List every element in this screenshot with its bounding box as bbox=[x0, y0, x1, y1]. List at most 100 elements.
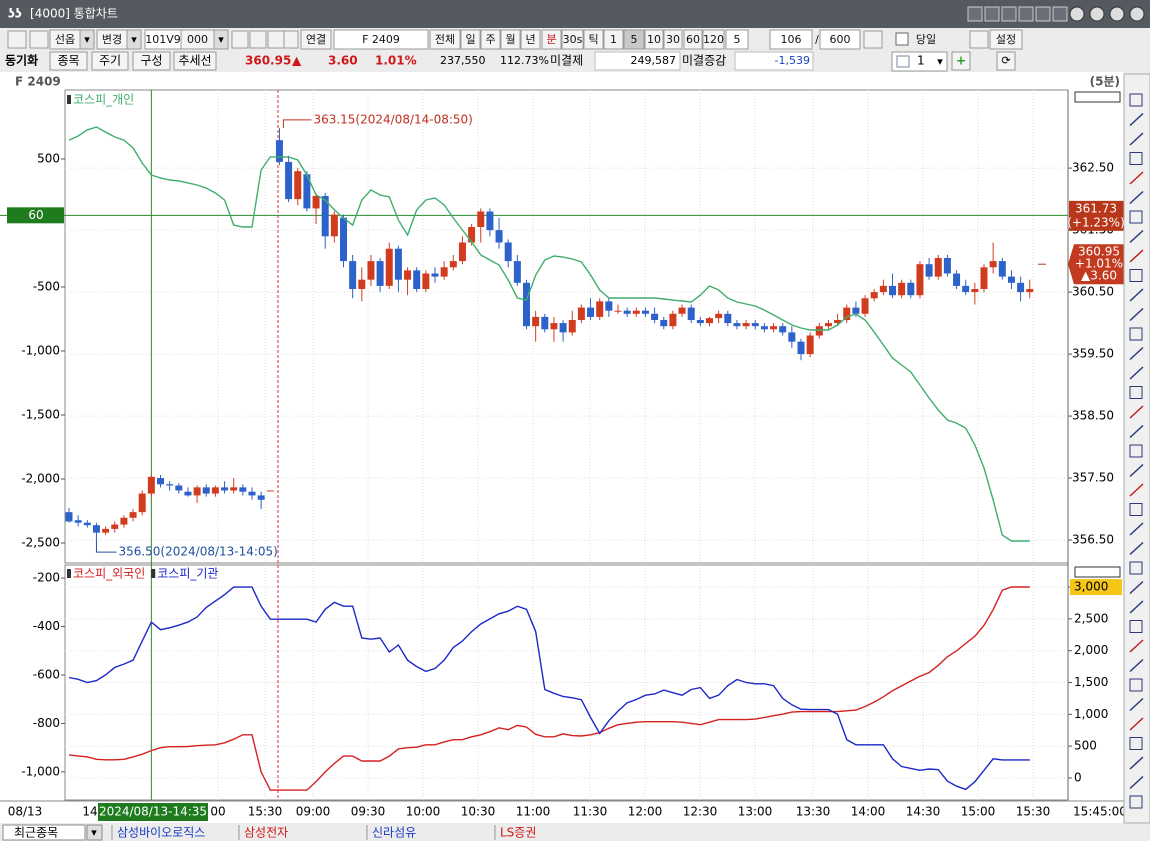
toolbar-button[interactable] bbox=[683, 29, 703, 50]
quote-button[interactable] bbox=[173, 51, 217, 71]
toolbar-button[interactable] bbox=[702, 29, 725, 50]
quote-button[interactable] bbox=[49, 51, 88, 71]
tab[interactable]: 삼성전자 bbox=[244, 826, 288, 840]
draw-tool[interactable] bbox=[1129, 658, 1144, 673]
toolbar-button[interactable] bbox=[989, 29, 1023, 50]
draw-tool[interactable] bbox=[1129, 444, 1143, 458]
candle-body bbox=[806, 335, 814, 355]
draw-tool[interactable] bbox=[1129, 327, 1143, 341]
candle-body bbox=[815, 326, 823, 336]
toolbar-button[interactable] bbox=[769, 29, 813, 50]
time-label: 15:00 bbox=[961, 805, 996, 819]
draw-tool[interactable] bbox=[1129, 93, 1143, 107]
draw-tool[interactable] bbox=[1129, 561, 1143, 575]
toolbar-button[interactable] bbox=[561, 29, 584, 50]
draw-tool[interactable] bbox=[1129, 288, 1144, 302]
window-buttons[interactable] bbox=[967, 6, 1145, 22]
tool-icon[interactable] bbox=[29, 30, 49, 49]
draw-tool[interactable] bbox=[1129, 229, 1144, 244]
window-button[interactable] bbox=[1018, 6, 1034, 22]
draw-tool[interactable] bbox=[1129, 424, 1144, 439]
candle-body bbox=[321, 196, 329, 237]
draw-tool[interactable] bbox=[1129, 737, 1143, 750]
toolbar-button[interactable] bbox=[725, 29, 749, 50]
draw-tool[interactable] bbox=[1129, 269, 1143, 282]
draw-tool[interactable] bbox=[1129, 132, 1144, 146]
draw-tool[interactable] bbox=[1129, 775, 1144, 790]
tool-icon[interactable] bbox=[249, 30, 267, 49]
tool-icon[interactable] bbox=[283, 30, 299, 49]
window-button[interactable] bbox=[1035, 6, 1051, 22]
toolbar-button[interactable] bbox=[333, 29, 429, 50]
toolbar-button[interactable] bbox=[583, 29, 604, 50]
tool-icon[interactable] bbox=[7, 30, 27, 49]
draw-tool[interactable] bbox=[1129, 697, 1144, 712]
draw-tool[interactable] bbox=[1129, 366, 1144, 380]
window-button[interactable] bbox=[967, 6, 983, 22]
quote-button[interactable] bbox=[91, 51, 129, 71]
tab[interactable]: 신라섬유 bbox=[372, 826, 416, 840]
window-button[interactable] bbox=[1089, 6, 1105, 22]
toolbar-button[interactable] bbox=[300, 29, 332, 50]
toolbar-button[interactable] bbox=[500, 29, 521, 50]
draw-tool[interactable] bbox=[1129, 620, 1143, 633]
draw-tool[interactable] bbox=[1129, 522, 1144, 536]
recent-dropdown[interactable] bbox=[86, 824, 103, 841]
toolbar-button[interactable] bbox=[623, 29, 645, 50]
draw-tool[interactable] bbox=[1129, 639, 1144, 653]
toolbar-button[interactable] bbox=[520, 29, 541, 50]
draw-tool[interactable] bbox=[1129, 190, 1144, 205]
tab[interactable]: LS증권 bbox=[500, 826, 536, 840]
draw-tool[interactable] bbox=[1129, 483, 1144, 497]
tool-icon[interactable] bbox=[863, 30, 883, 49]
window-button[interactable] bbox=[1069, 6, 1085, 22]
draw-tool[interactable] bbox=[1129, 152, 1143, 165]
toolbar-button[interactable] bbox=[541, 29, 562, 50]
toolbar-button[interactable] bbox=[819, 29, 861, 50]
toolbar-button[interactable] bbox=[429, 29, 461, 50]
tab[interactable]: 삼성바이오로직스 bbox=[117, 826, 205, 840]
recent-select[interactable] bbox=[2, 824, 86, 841]
dropdown[interactable] bbox=[79, 29, 95, 50]
panel-controls[interactable] bbox=[1074, 91, 1121, 103]
window-button[interactable] bbox=[1052, 6, 1068, 22]
draw-tool[interactable] bbox=[1129, 112, 1144, 127]
quote-button[interactable] bbox=[132, 51, 171, 71]
draw-tool[interactable] bbox=[1129, 580, 1144, 595]
window-button[interactable] bbox=[984, 6, 1000, 22]
window-button[interactable] bbox=[1001, 6, 1017, 22]
draw-tool[interactable] bbox=[1129, 346, 1144, 361]
draw-tool[interactable] bbox=[1129, 541, 1144, 556]
tool-icon[interactable] bbox=[969, 30, 989, 49]
draw-tool[interactable] bbox=[1129, 795, 1143, 809]
candle-body bbox=[486, 211, 494, 231]
draw-tool[interactable] bbox=[1129, 171, 1144, 185]
window-button[interactable] bbox=[1129, 6, 1145, 22]
add-button[interactable] bbox=[951, 51, 971, 71]
draw-tool[interactable] bbox=[1129, 386, 1143, 399]
draw-tool[interactable] bbox=[1129, 600, 1144, 614]
draw-tool[interactable] bbox=[1129, 463, 1144, 478]
candle-body bbox=[568, 319, 576, 333]
toolbar-button[interactable] bbox=[480, 29, 501, 50]
draw-tool[interactable] bbox=[1129, 307, 1144, 322]
toolbar-button[interactable] bbox=[644, 29, 664, 50]
dropdown[interactable] bbox=[126, 29, 142, 50]
checkbox[interactable] bbox=[895, 32, 909, 46]
draw-tool[interactable] bbox=[1129, 210, 1143, 224]
draw-tool[interactable] bbox=[1129, 756, 1144, 770]
draw-tool[interactable] bbox=[1129, 249, 1144, 263]
toolbar-button[interactable] bbox=[663, 29, 683, 50]
toolbar-button[interactable] bbox=[603, 29, 624, 50]
draw-tool[interactable] bbox=[1129, 678, 1143, 692]
tool-icon[interactable] bbox=[231, 30, 249, 49]
draw-tool[interactable] bbox=[1129, 503, 1143, 516]
toolbar-button[interactable] bbox=[460, 29, 481, 50]
window-button[interactable] bbox=[1109, 6, 1125, 22]
draw-tool[interactable] bbox=[1129, 405, 1144, 419]
dropdown[interactable] bbox=[213, 29, 229, 50]
draw-tool[interactable] bbox=[1129, 717, 1144, 731]
panel-controls[interactable] bbox=[1074, 566, 1121, 578]
tool-icon[interactable] bbox=[267, 30, 285, 49]
refresh-button[interactable] bbox=[996, 51, 1016, 71]
